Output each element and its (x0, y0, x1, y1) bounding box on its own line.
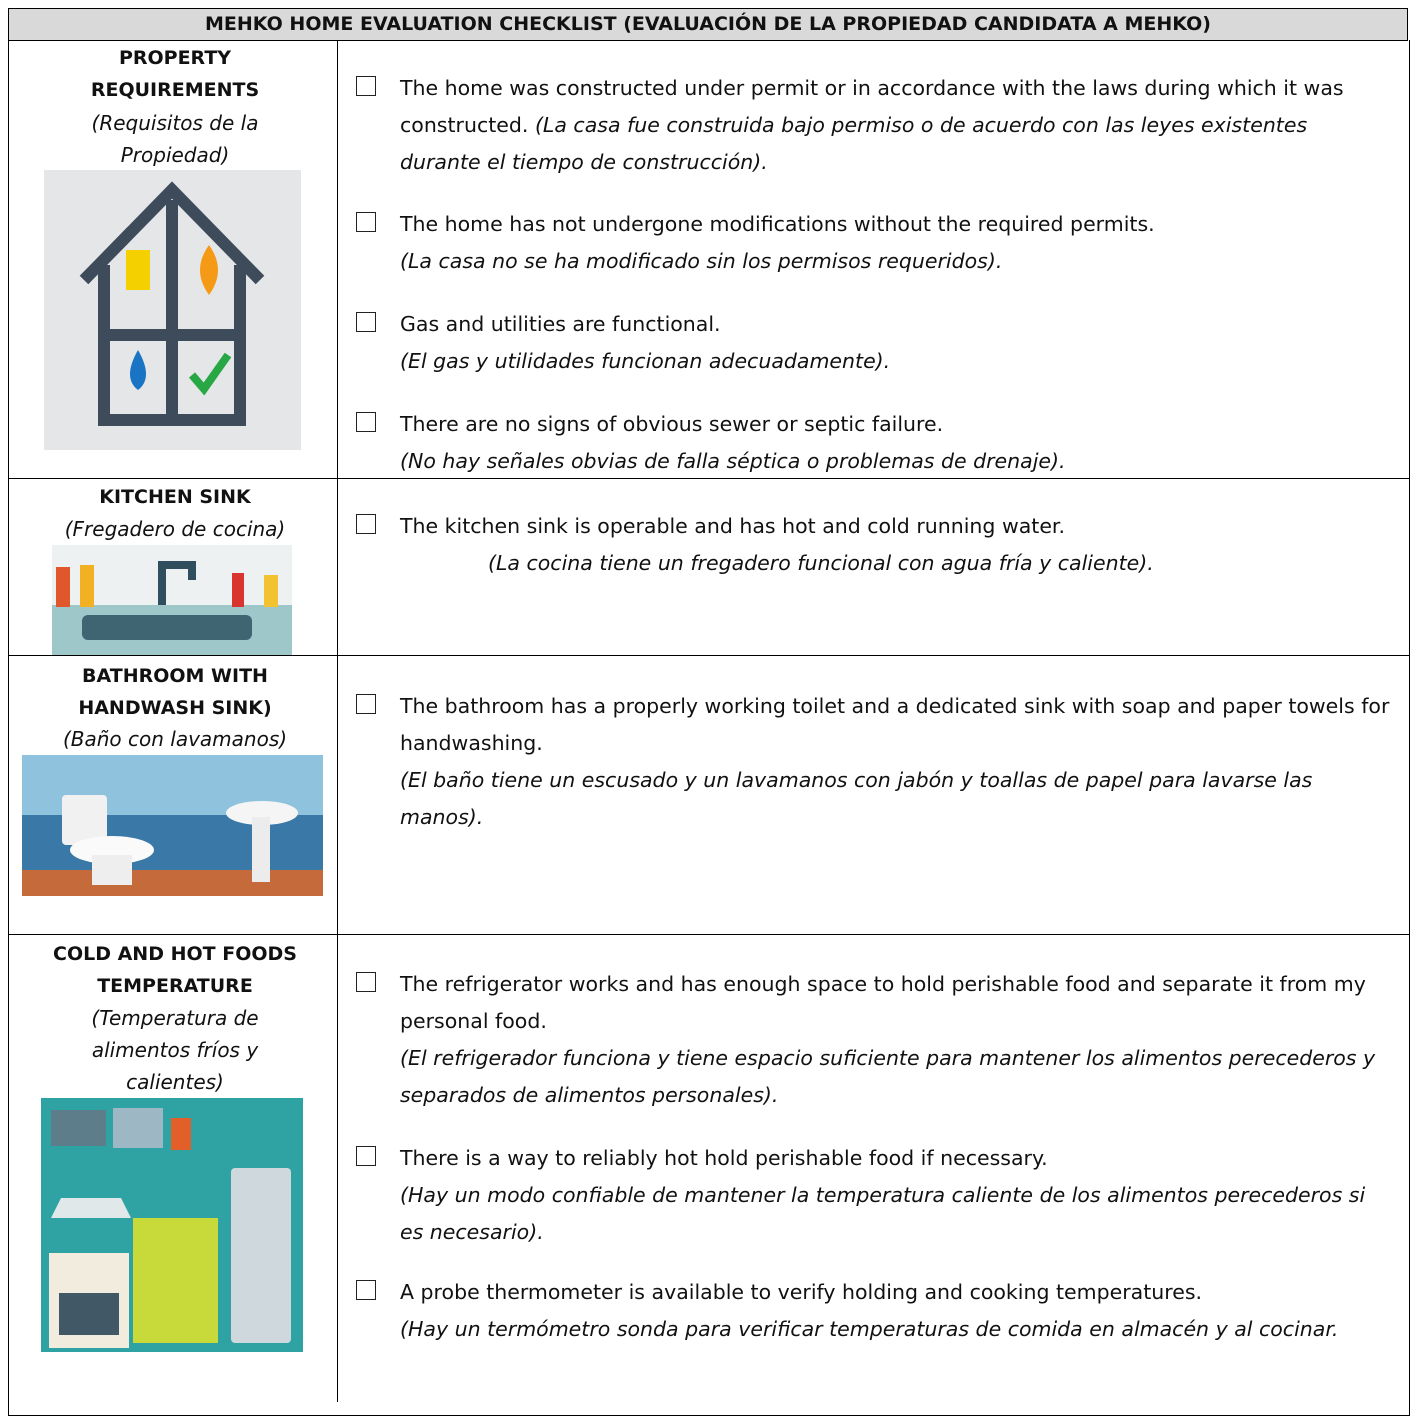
section-heading: COLD AND HOT FOODS TEMPERATURE (53, 943, 297, 997)
item-text: The bathroom has a properly working toil… (400, 694, 1390, 755)
checklist-item: The home was constructed under permit or… (356, 70, 1391, 181)
item-text: Gas and utilities are functional. (400, 312, 721, 336)
checklist-item: The bathroom has a properly working toil… (356, 688, 1391, 836)
item-translation: (El baño tiene un escusado y un lavamano… (400, 768, 1313, 829)
item-text: The home was constructed under permit or… (400, 76, 1344, 137)
checkbox[interactable] (356, 1146, 376, 1166)
checklist-item: The refrigerator works and has enough sp… (356, 966, 1391, 1114)
item-translation: (El refrigerador funciona y tiene espaci… (400, 1046, 1376, 1107)
checklist-item: The home has not undergone modifications… (356, 206, 1391, 280)
section-subheading: (Baño con lavamanos) (62, 727, 288, 751)
checklist-item: There is a way to reliably hot hold peri… (356, 1140, 1391, 1251)
checkbox[interactable] (356, 312, 376, 332)
checkbox[interactable] (356, 972, 376, 992)
checklist-item: Gas and utilities are functional. (El gas… (356, 306, 1391, 380)
item-translation: (El gas y utilidades funcionan adecuadam… (400, 349, 891, 373)
checkbox[interactable] (356, 76, 376, 96)
row (8, 479, 1410, 656)
section-subheading: (Requisitos de la Propiedad) (91, 111, 259, 167)
item-text: There are no signs of obvious sewer or s… (400, 412, 944, 436)
item-translation: (Hay un modo confiable de mantener la te… (400, 1183, 1366, 1244)
row (8, 656, 1410, 935)
house-image (44, 170, 301, 450)
checkbox[interactable] (356, 212, 376, 232)
bathroom-image (22, 755, 323, 896)
checklist-item: A probe thermometer is available to veri… (356, 1274, 1391, 1348)
item-translation: (Hay un termómetro sonda para verificar … (400, 1317, 1339, 1341)
section-subheading: (Temperatura de alimentos fríos y calien… (91, 1006, 259, 1094)
checkbox[interactable] (356, 694, 376, 714)
item-translation: (No hay señales obvias de falla séptica … (400, 449, 1066, 473)
checkbox[interactable] (356, 1280, 376, 1300)
checklist-item: There are no signs of obvious sewer or s… (356, 406, 1391, 480)
item-text: The kitchen sink is operable and has hot… (400, 514, 1065, 538)
appliances-image (41, 1098, 303, 1352)
kitchen-sink-image (52, 545, 292, 655)
title: MEHKO HOME EVALUATION CHECKLIST (EVALUAC… (8, 8, 1408, 41)
section-heading: BATHROOM WITH HANDWASH SINK) (78, 665, 272, 719)
checkbox[interactable] (356, 412, 376, 432)
section-heading: PROPERTY REQUIREMENTS (90, 47, 260, 101)
item-translation: (La casa no se ha modificado sin los per… (400, 249, 1003, 273)
item-text: The home has not undergone modifications… (400, 212, 1155, 236)
section-subheading: (Fregadero de cocina) (64, 517, 286, 541)
item-text: The refrigerator works and has enough sp… (400, 972, 1366, 1033)
item-text: A probe thermometer is available to veri… (400, 1280, 1203, 1304)
item-translation: (La casa fue construida bajo permiso o d… (400, 113, 1308, 174)
checklist-item: The kitchen sink is operable and has hot… (356, 508, 1391, 582)
checkbox[interactable] (356, 514, 376, 534)
column-divider (337, 40, 338, 1402)
item-translation: (La cocina tiene un fregadero funcional … (488, 551, 1154, 575)
item-text: There is a way to reliably hot hold peri… (400, 1146, 1048, 1170)
section-heading: KITCHEN SINK (99, 486, 251, 508)
row (8, 40, 1410, 479)
